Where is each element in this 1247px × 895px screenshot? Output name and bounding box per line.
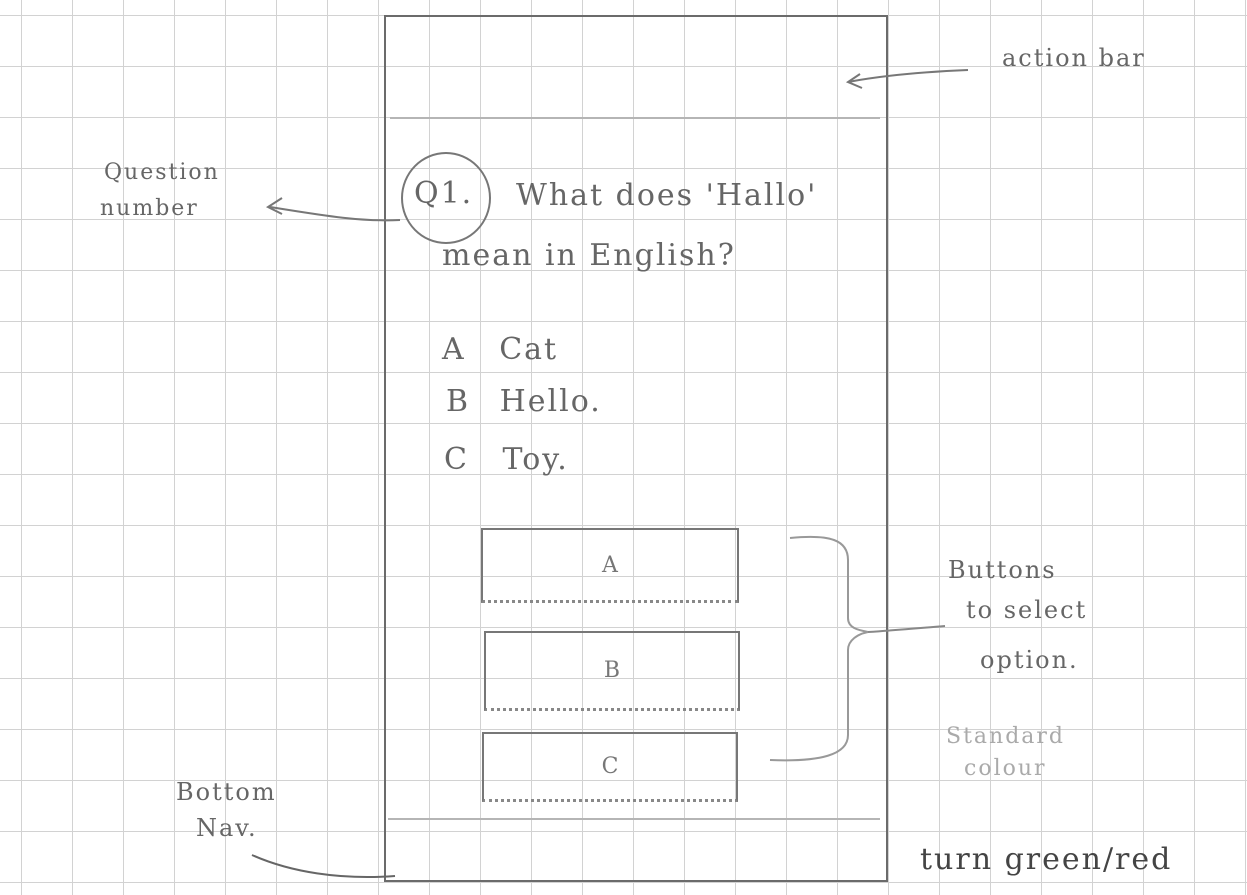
option-c-text: Toy. <box>502 442 569 477</box>
answer-button-b[interactable]: B <box>484 631 740 711</box>
option-b: B Hello. <box>446 384 602 419</box>
option-b-text: Hello. <box>499 384 602 419</box>
question-number: Q1. <box>414 176 474 211</box>
option-a: A Cat <box>442 332 558 367</box>
annotation-question-number-line1: Question <box>104 160 220 185</box>
annotation-bottom-nav-line1: Bottom <box>176 778 277 806</box>
annotation-bottom-nav-line2: Nav. <box>196 814 258 842</box>
bottom-nav-divider <box>388 818 880 820</box>
annotation-buttons-line1: Buttons <box>948 556 1057 584</box>
annotation-feedback: turn green/red <box>920 842 1173 877</box>
annotation-question-number-line2: number <box>100 196 199 221</box>
option-a-text: Cat <box>499 332 559 367</box>
annotation-standard-line1: Standard <box>946 724 1065 749</box>
action-bar-divider <box>390 117 880 119</box>
annotation-buttons-line3: option. <box>980 646 1079 674</box>
option-c-letter: C <box>444 442 469 477</box>
answer-button-a[interactable]: A <box>481 528 739 603</box>
question-text-line2: mean in English? <box>442 238 736 273</box>
option-c: C Toy. <box>444 442 569 477</box>
question-text-line1: What does 'Hallo' <box>516 178 818 213</box>
annotation-standard-line2: colour <box>964 756 1047 781</box>
annotation-buttons-line2: to select <box>966 596 1088 624</box>
phone-frame <box>384 15 888 882</box>
option-a-letter: A <box>442 332 466 367</box>
option-b-letter: B <box>446 384 471 419</box>
question-number-circle <box>401 152 491 244</box>
annotation-action-bar: action bar <box>1002 44 1146 72</box>
answer-button-c[interactable]: C <box>482 732 738 802</box>
